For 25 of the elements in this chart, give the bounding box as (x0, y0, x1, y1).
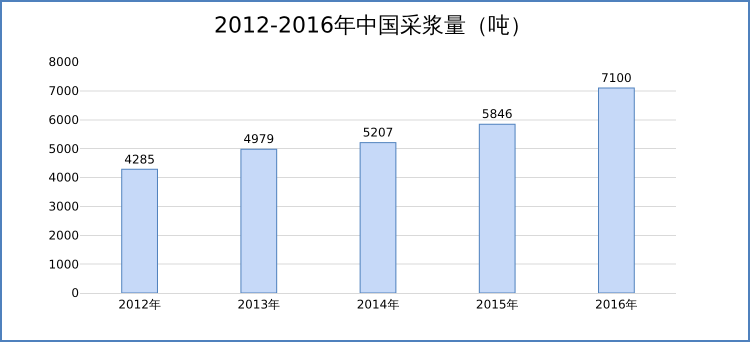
x-tick-label: 2012年 (118, 297, 161, 312)
bar (478, 124, 516, 293)
y-tick-label: 0 (71, 286, 79, 300)
chart-title: 2012-2016年中国采浆量（吨） (214, 13, 532, 38)
y-tick-label: 6000 (48, 112, 79, 127)
bar (121, 168, 158, 293)
x-tick-label: 2013年 (238, 297, 280, 312)
y-tick-label: 8000 (48, 55, 79, 70)
bar (360, 142, 396, 293)
bar (240, 148, 278, 293)
data-label: 4979 (244, 132, 274, 146)
data-label: 5846 (482, 107, 512, 122)
data-label: 4285 (124, 152, 155, 166)
data-label: 5207 (362, 126, 394, 140)
y-tick-label: 2000 (48, 228, 79, 242)
x-tick-label: 2014年 (356, 297, 400, 312)
y-tick-label: 4000 (48, 170, 79, 185)
y-tick-label: 7000 (48, 84, 79, 98)
y-tick-label: 1000 (48, 257, 79, 272)
x-tick-label: 2015年 (476, 297, 518, 312)
bar (598, 87, 635, 293)
x-tick-label: 2016年 (595, 297, 638, 312)
data-label: 7100 (601, 70, 632, 85)
y-tick-label: 5000 (48, 142, 79, 156)
y-tick-label: 3000 (48, 200, 79, 214)
